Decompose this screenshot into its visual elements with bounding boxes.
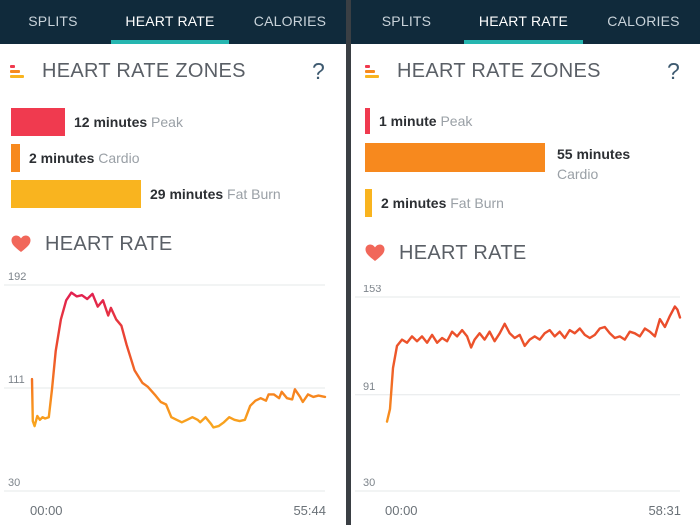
active-tab-indicator (111, 40, 229, 44)
heart-rate-panel-2: SPLITS HEART RATE CALORIES HEART RATE ZO… (351, 0, 700, 525)
heart-rate-chart: 192 111 30 00:00 55:44 (4, 271, 327, 518)
tab-splits[interactable]: SPLITS (0, 0, 106, 44)
y-tick-label: 30 (8, 477, 20, 489)
zone-bar-peak (11, 108, 65, 136)
tab-heart-rate-label: HEART RATE (478, 13, 569, 29)
zone-label-cardio: 55 minutes Cardio (557, 146, 631, 182)
tab-calories[interactable]: CALORIES (234, 0, 346, 44)
y-tick-label: 91 (363, 381, 375, 393)
heart-rate-line (385, 305, 682, 423)
zones-title: HEART RATE ZONES (397, 60, 601, 82)
heart-rate-chart: 153 91 30 00:00 58:31 (355, 285, 682, 518)
x-end-label: 55:44 (293, 503, 326, 518)
zone-label-fat-burn: 2 minutes Fat Burn (381, 195, 504, 211)
zone-label-fat-burn: 29 minutes Fat Burn (150, 186, 281, 202)
active-tab-indicator (464, 40, 583, 44)
heart-icon (11, 235, 31, 252)
tab-heart-rate-label: HEART RATE (125, 13, 215, 29)
x-end-label: 58:31 (648, 503, 681, 518)
zone-bar-fat-burn (365, 189, 372, 217)
zones-title: HEART RATE ZONES (42, 60, 246, 82)
tab-splits[interactable]: SPLITS (351, 0, 462, 44)
x-start-label: 00:00 (385, 503, 418, 518)
help-icon[interactable]: ? (312, 58, 325, 84)
tab-splits-label: SPLITS (381, 13, 432, 29)
zone-label-cardio: 2 minutes Cardio (29, 150, 140, 166)
tab-calories[interactable]: CALORIES (587, 0, 700, 44)
y-tick-label: 153 (363, 285, 381, 295)
heart-icon (365, 244, 385, 261)
y-tick-label: 30 (363, 477, 375, 489)
tab-bar: SPLITS HEART RATE CALORIES (0, 0, 346, 44)
zone-bar-peak (365, 108, 370, 134)
y-tick-label: 192 (8, 271, 26, 283)
tab-heart-rate[interactable]: HEART RATE (111, 0, 229, 44)
help-icon[interactable]: ? (667, 58, 680, 84)
heart-rate-title: HEART RATE (45, 233, 173, 255)
heart-rate-panel-1: SPLITS HEART RATE CALORIES HEART RATE ZO… (0, 0, 346, 525)
tab-heart-rate[interactable]: HEART RATE (464, 0, 583, 44)
tab-splits-label: SPLITS (28, 13, 78, 29)
heart-rate-line (30, 291, 327, 429)
heart-rate-title: HEART RATE (399, 242, 527, 264)
tab-calories-label: CALORIES (253, 13, 327, 29)
tab-bar: SPLITS HEART RATE CALORIES (351, 0, 700, 44)
x-start-label: 00:00 (30, 503, 63, 518)
zone-bar-cardio (11, 144, 20, 172)
y-tick-label: 111 (8, 374, 25, 386)
zone-label-peak: 12 minutes Peak (74, 114, 183, 130)
zones-bars-icon (10, 65, 24, 78)
tab-calories-label: CALORIES (607, 13, 680, 29)
zones-bars-icon (365, 65, 379, 78)
zone-bar-cardio (365, 143, 545, 172)
zone-bar-fat-burn (11, 180, 141, 208)
zone-label-peak: 1 minute Peak (379, 113, 473, 129)
